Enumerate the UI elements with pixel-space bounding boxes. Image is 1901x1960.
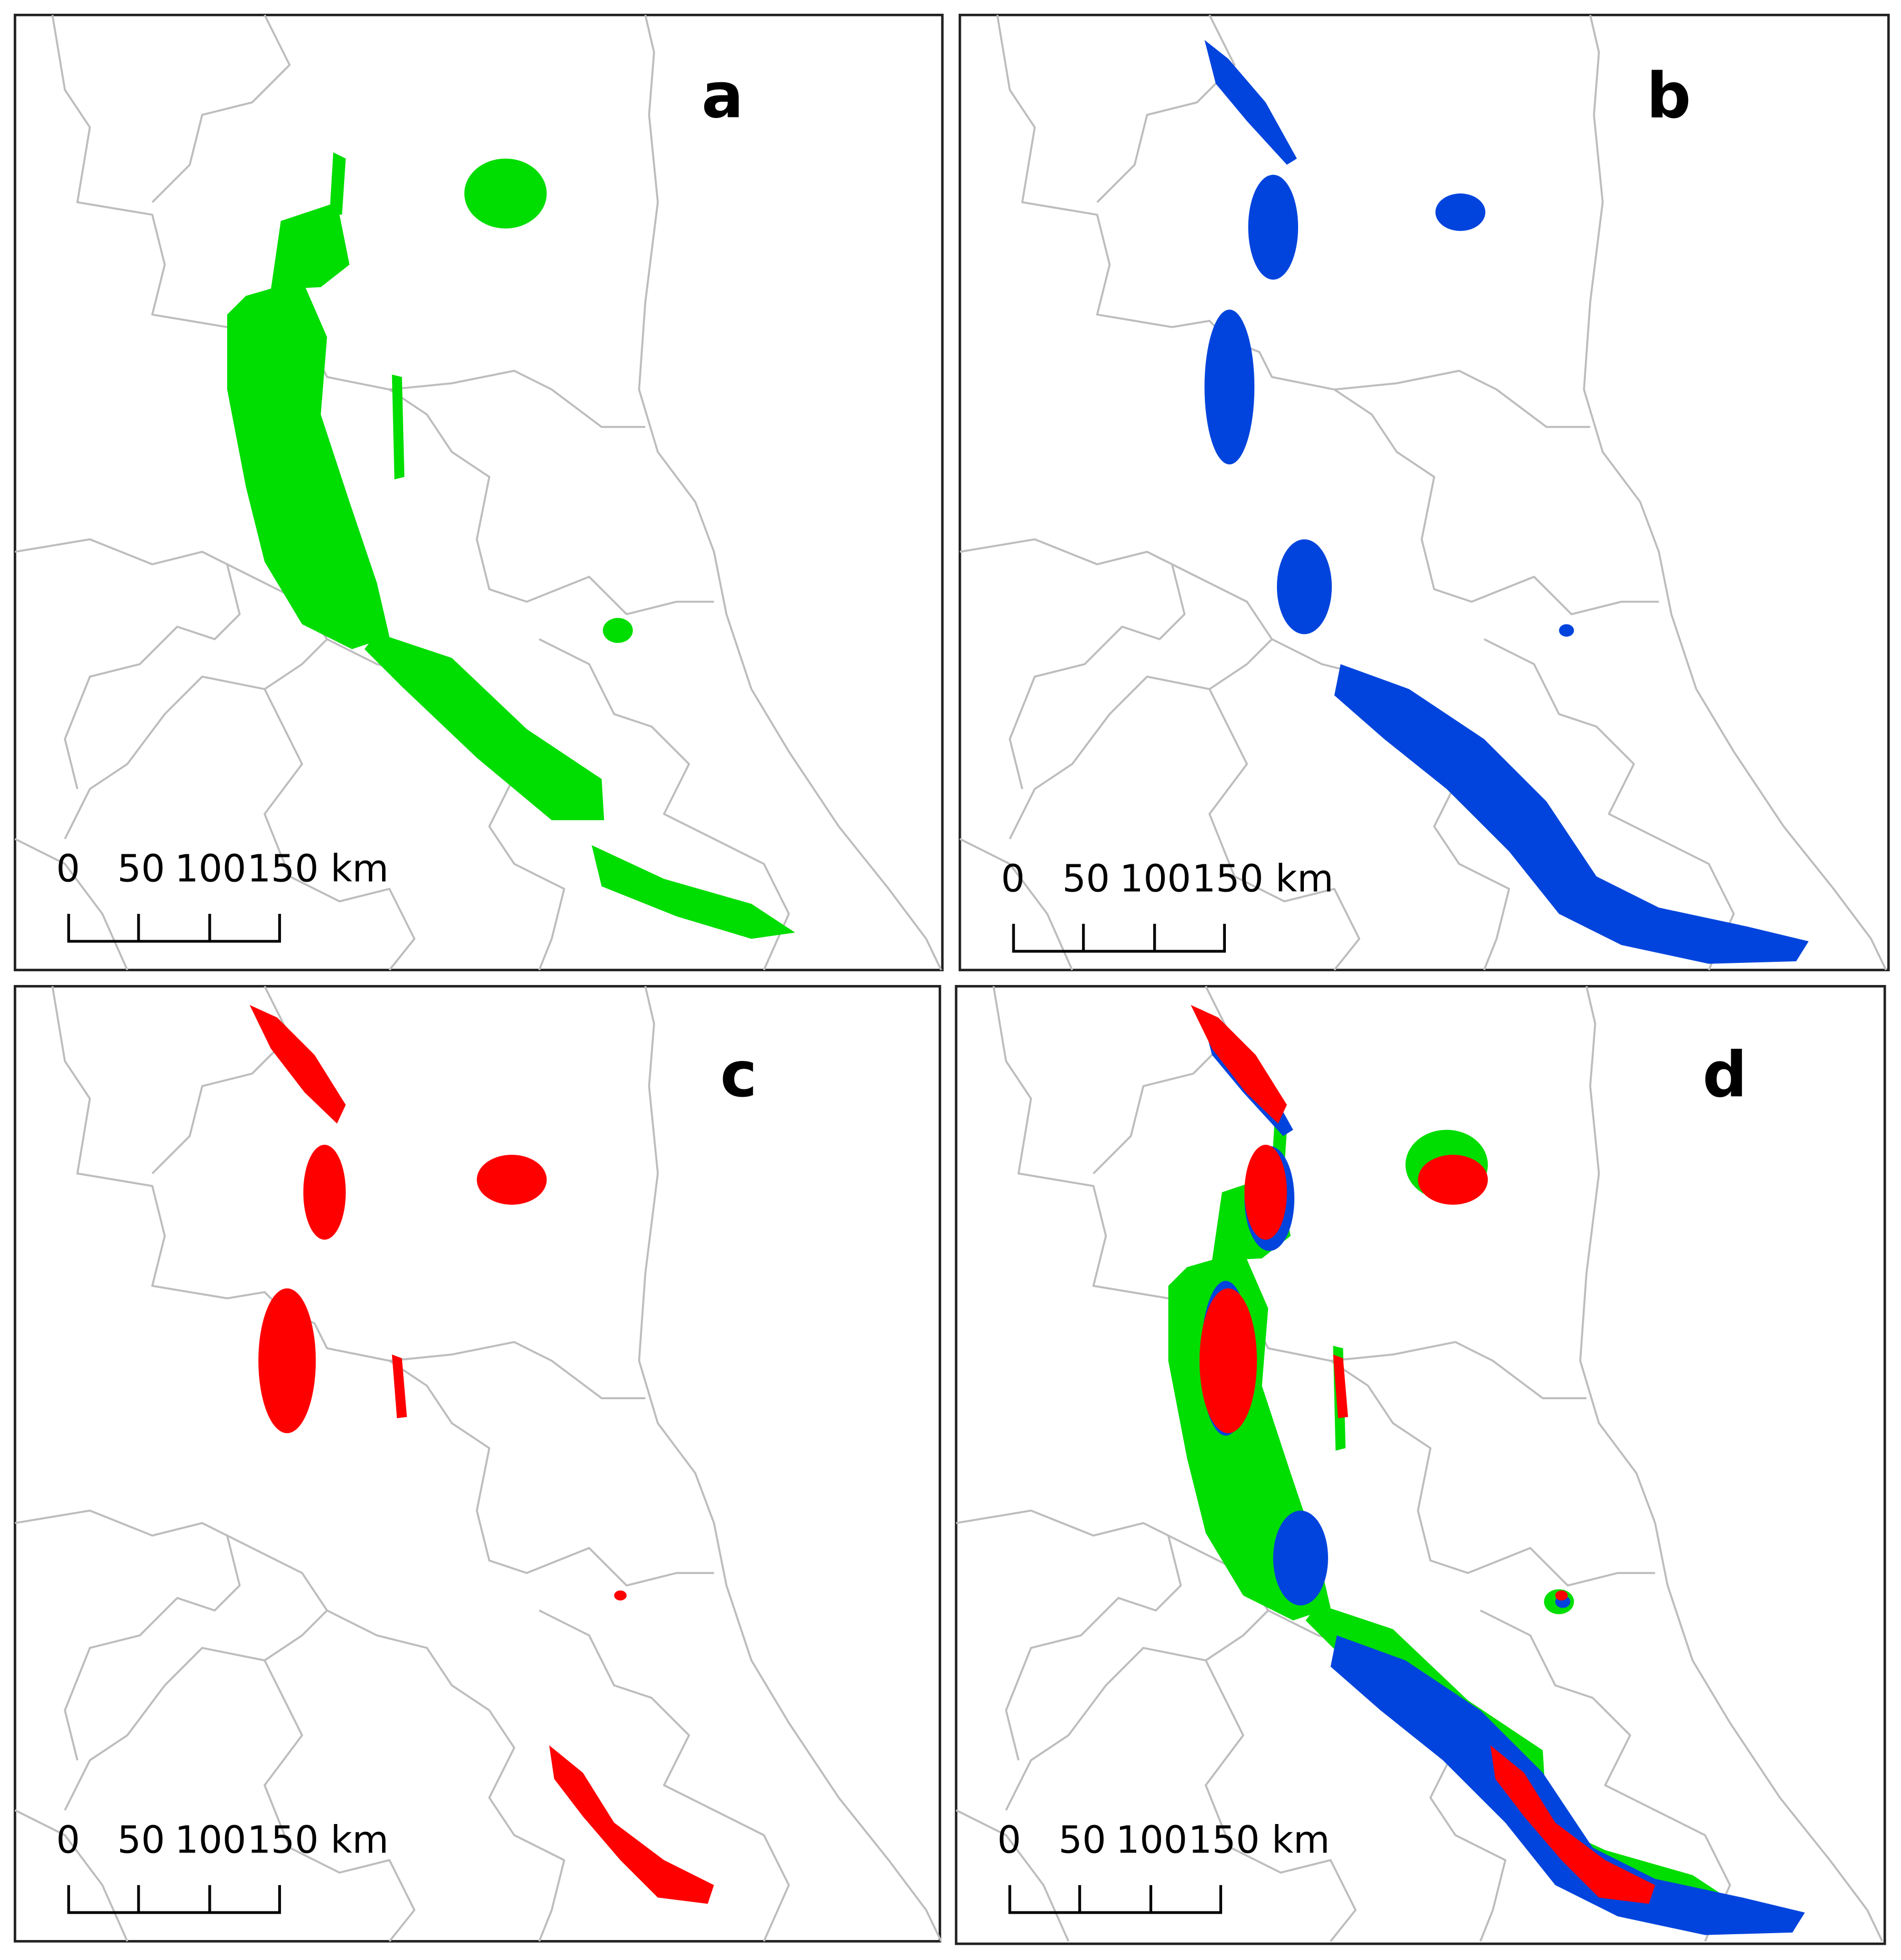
panel-label: a — [701, 60, 744, 132]
scale-tick-100: 100 — [1119, 856, 1191, 900]
scale-tick-0: 0 — [997, 1818, 1021, 1861]
scale-tick-100: 100 — [175, 1818, 247, 1861]
panel-label: c — [720, 1038, 757, 1111]
scale-tick-50: 50 — [118, 1818, 165, 1861]
panel-c: c 0 50 100 150 km — [14, 984, 942, 1943]
panel-frame — [14, 14, 944, 971]
panel-a: a 0 50 100 150 km — [14, 14, 944, 971]
panel-label: b — [1646, 60, 1691, 132]
scale-tick-0: 0 — [56, 1818, 80, 1861]
scale-tick-150-km: 150 km — [1192, 856, 1334, 900]
scale-tick-150-km: 150 km — [247, 1818, 389, 1861]
scale-tick-150-km: 150 km — [1188, 1818, 1330, 1861]
panel-label: d — [1702, 1038, 1747, 1111]
panel-frame — [958, 14, 1890, 971]
panel-d: d 0 50 100 150 km — [954, 984, 1886, 1945]
scale-bar: 0 50 100 150 km — [56, 1818, 389, 1913]
scale-tick-0: 0 — [1001, 856, 1025, 900]
panel-frame — [954, 984, 1886, 1945]
panel-frame — [14, 984, 941, 1943]
scale-bar: 0 50 100 150 km — [1001, 856, 1333, 951]
panel-b: b 0 50 100 150 km — [958, 14, 1890, 971]
scale-bar: 0 50 100 150 km — [997, 1818, 1330, 1913]
scale-tick-50: 50 — [1058, 1818, 1106, 1861]
scale-tick-100: 100 — [1116, 1818, 1187, 1861]
scale-bar: 0 50 100 150 km — [56, 846, 389, 941]
scale-tick-50: 50 — [1062, 856, 1109, 900]
scale-tick-100: 100 — [175, 846, 247, 890]
scale-tick-0: 0 — [56, 846, 80, 890]
scale-tick-50: 50 — [118, 846, 165, 890]
scale-tick-150-km: 150 km — [247, 846, 389, 890]
